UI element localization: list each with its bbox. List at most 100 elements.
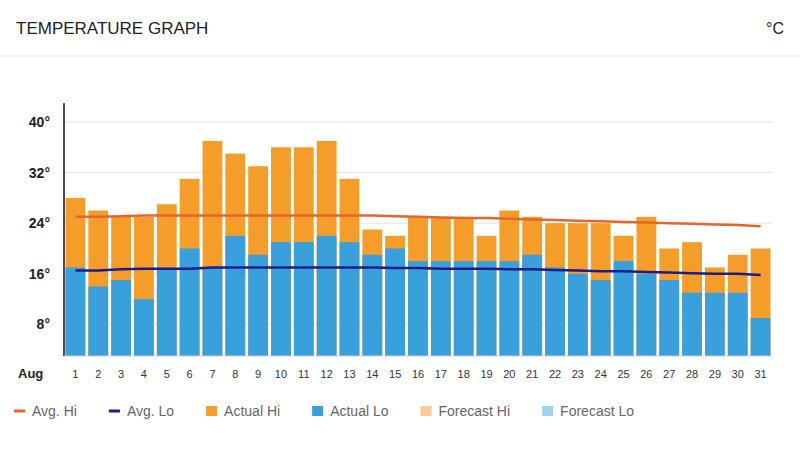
bar <box>728 293 748 356</box>
legend-swatch <box>312 406 323 416</box>
legend-label: Actual Lo <box>330 403 389 419</box>
legend-label: Avg. Hi <box>32 403 77 419</box>
x-tick-label: 22 <box>549 368 561 380</box>
bar <box>225 236 245 356</box>
bar <box>659 248 679 356</box>
x-tick-label: 5 <box>164 368 170 380</box>
bar <box>431 217 451 356</box>
x-tick-label: 25 <box>617 368 629 380</box>
bar <box>294 242 314 356</box>
bar <box>454 261 474 356</box>
bar <box>66 267 86 356</box>
bar <box>614 236 634 356</box>
legend-swatch <box>542 406 553 416</box>
x-tick-label: 17 <box>435 368 447 380</box>
bar <box>682 293 702 356</box>
bar <box>362 230 382 357</box>
x-tick-label: 27 <box>663 368 675 380</box>
bar <box>271 147 291 356</box>
bar <box>705 267 725 356</box>
bar <box>591 223 611 356</box>
x-tick-label: 9 <box>255 368 261 380</box>
legend-swatch <box>109 410 120 413</box>
x-tick-label: 6 <box>187 368 193 380</box>
bar <box>431 261 451 356</box>
bar <box>157 204 177 356</box>
bar <box>317 141 337 356</box>
legend-swatch <box>14 410 25 413</box>
y-tick-label: 16° <box>29 266 50 282</box>
x-tick-label: 3 <box>118 368 124 380</box>
bar <box>362 255 382 356</box>
bar <box>111 217 131 356</box>
legend-label: Avg. Lo <box>127 403 174 419</box>
bar <box>591 280 611 356</box>
y-axis <box>63 103 65 356</box>
legend-swatch <box>421 406 432 416</box>
x-tick-label: 12 <box>321 368 333 380</box>
bar <box>545 267 565 356</box>
bar <box>248 166 268 356</box>
x-tick-label: 1 <box>72 368 78 380</box>
bar <box>568 223 588 356</box>
x-tick-label: 11 <box>298 368 309 380</box>
bar <box>134 299 154 356</box>
x-tick-label: 29 <box>709 368 721 380</box>
x-tick-label: 14 <box>366 368 378 380</box>
bar <box>385 236 405 356</box>
y-tick-label: 24° <box>29 215 50 231</box>
bar <box>636 274 656 356</box>
bar <box>568 274 588 356</box>
bar <box>157 267 177 356</box>
grid-line <box>64 121 772 122</box>
bar <box>203 141 223 356</box>
bar <box>271 242 291 356</box>
y-tick-label: 40° <box>29 114 50 130</box>
bar <box>294 147 314 356</box>
x-tick-label: 26 <box>640 368 652 380</box>
bar <box>203 267 223 356</box>
x-tick-label: 15 <box>389 368 401 380</box>
bar <box>111 280 131 356</box>
bar <box>66 198 86 356</box>
bar <box>477 261 497 356</box>
x-tick-label: 16 <box>412 368 424 380</box>
bar <box>88 286 108 356</box>
bar <box>225 154 245 356</box>
bar <box>499 211 519 356</box>
y-tick-label: 32° <box>29 165 50 181</box>
x-tick-label: 24 <box>595 368 607 380</box>
legend-label: Forecast Lo <box>560 403 634 419</box>
legend-label: Actual Hi <box>224 403 280 419</box>
bar <box>180 248 200 356</box>
grid-line <box>64 172 772 173</box>
bar <box>545 223 565 356</box>
x-tick-label: 23 <box>572 368 584 380</box>
unit-label: °C <box>766 20 784 37</box>
bar <box>248 255 268 356</box>
bar <box>408 217 428 356</box>
bar <box>340 242 360 356</box>
bar <box>728 255 748 356</box>
header-divider <box>0 56 800 57</box>
bar <box>317 236 337 356</box>
line <box>75 216 760 227</box>
x-tick-label: 8 <box>232 368 238 380</box>
bar <box>614 261 634 356</box>
bar <box>636 217 656 356</box>
bar <box>408 261 428 356</box>
x-tick-label: 30 <box>732 368 744 380</box>
x-tick-label: 20 <box>503 368 515 380</box>
bar <box>751 318 771 356</box>
legend: Avg. Hi Avg. Lo Actual Hi Actual Lo Forecast… <box>14 403 634 419</box>
x-tick-label: 18 <box>458 368 470 380</box>
x-tick-label: 19 <box>480 368 492 380</box>
bar <box>477 236 497 356</box>
x-tick-label: 10 <box>275 368 287 380</box>
y-tick-label: 8° <box>37 316 50 332</box>
legend-label: Forecast Hi <box>439 403 511 419</box>
legend-swatch <box>206 406 217 416</box>
bar <box>659 280 679 356</box>
bar <box>499 261 519 356</box>
x-tick-label: 21 <box>526 368 538 380</box>
